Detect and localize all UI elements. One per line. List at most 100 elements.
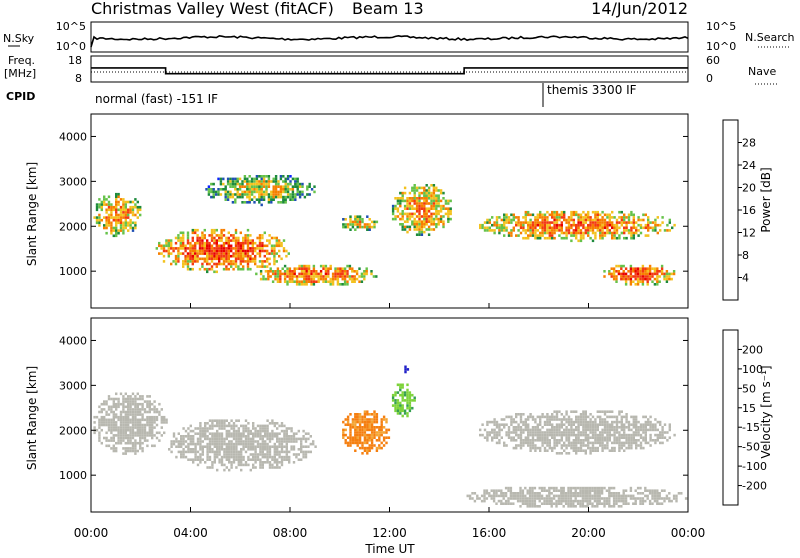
echo-cell: [394, 204, 397, 208]
echo-cell: [370, 431, 374, 434]
echo-cell: [599, 444, 602, 447]
echo-cell: [271, 463, 274, 467]
echo-cell: [98, 198, 101, 201]
echo-cell: [294, 195, 297, 199]
echo-cell: [548, 497, 551, 500]
echo-cell: [263, 249, 266, 253]
echo-cell: [521, 502, 525, 505]
echo-cell: [210, 254, 214, 258]
echo-cell: [507, 499, 510, 503]
echo-cell: [500, 489, 503, 492]
echo-cell: [558, 410, 561, 413]
echo-cell: [246, 180, 249, 183]
echo-cell: [246, 188, 249, 191]
echo-cell: [635, 221, 638, 224]
echo-cell: [527, 444, 530, 447]
echo-cell: [358, 446, 362, 450]
echo-cell: [553, 415, 556, 419]
echo-cell: [567, 492, 570, 495]
echo-cell: [303, 283, 306, 286]
echo-cell: [476, 497, 479, 500]
echo-cell: [218, 262, 221, 266]
echo-cell: [615, 426, 619, 429]
echo-cell: [603, 413, 607, 416]
freq-left-tick-top: 18: [68, 54, 82, 67]
echo-cell: [517, 413, 520, 416]
echo-cell: [300, 275, 304, 278]
echo-cell: [577, 216, 580, 219]
echo-cell: [504, 492, 508, 495]
echo-cell: [479, 223, 482, 227]
echo-cell: [286, 275, 289, 278]
echo-cell: [623, 449, 626, 452]
echo-cell: [612, 275, 616, 278]
echo-cell: [212, 188, 215, 191]
echo-cell: [276, 280, 280, 283]
echo-cell: [567, 502, 570, 505]
echo-cell: [641, 502, 645, 505]
echo-cell: [312, 440, 315, 443]
echo-cell: [247, 435, 250, 438]
echo-cell: [517, 229, 520, 232]
echo-cell: [651, 280, 654, 283]
echo-cell: [488, 226, 491, 230]
echo-cell: [629, 270, 633, 273]
echo-cell: [373, 410, 376, 413]
echo-cell: [366, 420, 369, 424]
echo-cell: [635, 428, 638, 432]
echo-cell: [649, 426, 652, 429]
echo-cell: [608, 439, 611, 442]
echo-cell: [442, 220, 445, 223]
echo-cell: [370, 418, 374, 421]
echo-cell: [342, 225, 345, 229]
echo-cell: [572, 502, 575, 505]
echo-cell: [122, 203, 125, 206]
echo-cell: [303, 270, 306, 273]
echo-cell: [531, 502, 534, 505]
echo-cell: [539, 221, 542, 224]
echo-cell: [627, 218, 631, 222]
echo-cell: [406, 230, 409, 234]
echo-cell: [601, 436, 604, 439]
echo-cell: [284, 198, 287, 201]
echo-cell: [262, 177, 266, 181]
echo-cell: [636, 272, 640, 276]
echo-cell: [124, 426, 127, 429]
echo-cell: [95, 428, 99, 432]
echo-cell: [567, 423, 571, 426]
echo-cell: [543, 439, 547, 442]
echo-cell: [280, 442, 284, 446]
echo-cell: [527, 226, 530, 230]
echo-cell: [401, 215, 404, 218]
echo-cell: [642, 431, 645, 434]
echo-cell: [103, 418, 106, 422]
echo-cell: [232, 429, 236, 433]
echo-cell: [122, 410, 125, 414]
echo-cell: [283, 455, 286, 459]
echo-cell: [141, 405, 144, 409]
echo-cell: [358, 280, 361, 283]
echo-cell: [589, 420, 592, 424]
echo-cell: [408, 197, 412, 200]
echo-cell: [531, 221, 535, 224]
echo-cell: [129, 426, 132, 429]
echo-cell: [620, 420, 623, 424]
echo-cell: [177, 234, 180, 237]
echo-cell: [603, 223, 607, 227]
echo-cell: [594, 226, 597, 230]
echo-cell: [403, 204, 407, 208]
echo-cell: [548, 446, 551, 450]
echo-cell: [603, 275, 606, 278]
echo-cell: [213, 455, 216, 459]
echo-cell: [103, 421, 106, 424]
echo-cell: [223, 437, 226, 441]
echo-cell: [560, 436, 563, 439]
echo-cell: [596, 489, 599, 492]
echo-cell: [220, 231, 223, 235]
echo-cell: [408, 215, 412, 218]
echo-cell: [570, 239, 573, 243]
echo-cell: [300, 267, 304, 270]
echo-cell: [425, 215, 428, 218]
echo-cell: [512, 420, 515, 424]
echo-cell: [261, 260, 264, 263]
